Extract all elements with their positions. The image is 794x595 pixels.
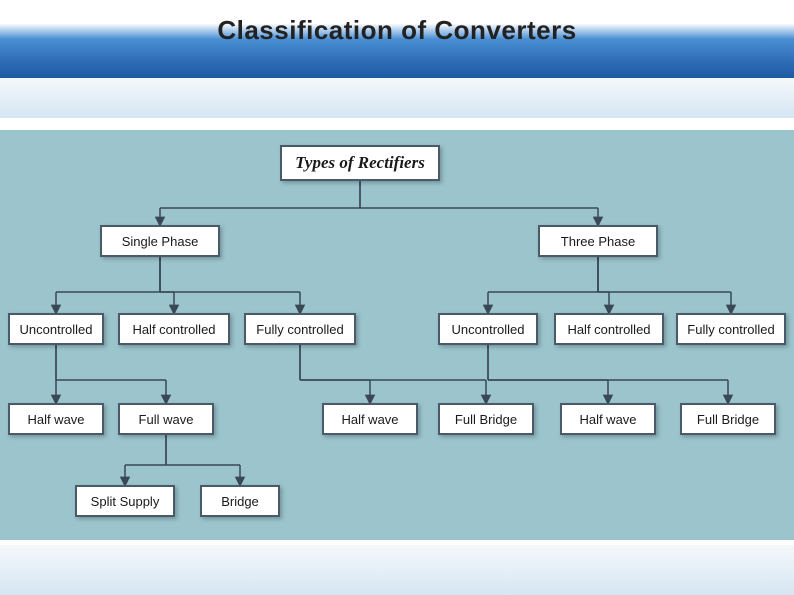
node-sp_half: Half controlled [118, 313, 230, 345]
bottom-band [0, 545, 794, 595]
node-hw2: Half wave [322, 403, 418, 435]
node-sp_unc: Uncontrolled [8, 313, 104, 345]
node-hw3: Half wave [560, 403, 656, 435]
node-single: Single Phase [100, 225, 220, 257]
node-tp_half: Half controlled [554, 313, 664, 345]
node-fb2: Full Bridge [680, 403, 776, 435]
sub-band [0, 78, 794, 118]
node-tp_full: Fully controlled [676, 313, 786, 345]
page-title: Classification of Converters [0, 15, 794, 46]
node-split: Split Supply [75, 485, 175, 517]
node-fw: Full wave [118, 403, 214, 435]
node-root: Types of Rectifiers [280, 145, 440, 181]
node-three: Three Phase [538, 225, 658, 257]
node-fb1: Full Bridge [438, 403, 534, 435]
node-tp_unc: Uncontrolled [438, 313, 538, 345]
node-bridge: Bridge [200, 485, 280, 517]
node-hw: Half wave [8, 403, 104, 435]
header-band: Classification of Converters [0, 0, 794, 78]
node-sp_full: Fully controlled [244, 313, 356, 345]
